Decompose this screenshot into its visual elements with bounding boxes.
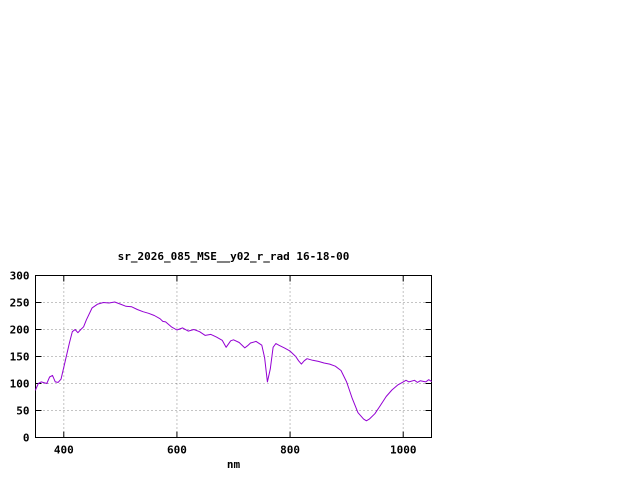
y-tick-label: 0 [23,432,30,445]
x-tick-label: 1000 [390,444,417,457]
x-tick-label: 800 [280,444,300,457]
y-tick-label: 300 [10,270,30,283]
x-tick-label: 400 [54,444,74,457]
y-tick-label: 250 [10,297,30,310]
chart-title: sr_2026_085_MSE__y02_r_rad 16-18-00 [117,250,350,263]
plot-border [35,275,432,438]
y-tick-label: 100 [10,378,30,391]
y-tick-label: 200 [10,324,30,337]
x-axis-label: nm [226,458,241,471]
x-tick-label: 600 [167,444,187,457]
y-tick-label: 50 [16,405,29,418]
y-tick-label: 150 [10,351,30,364]
data-line [35,301,432,422]
